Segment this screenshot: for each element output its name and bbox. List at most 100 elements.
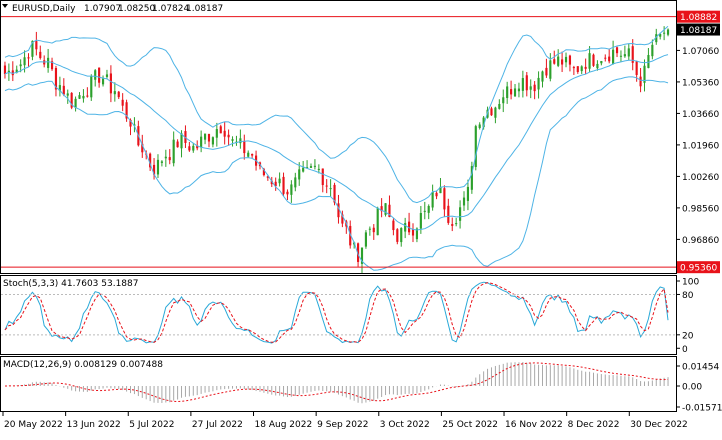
candle-body xyxy=(164,156,167,159)
candle-body xyxy=(447,205,450,223)
candle-body xyxy=(152,164,156,175)
price-axis-label: 1.03660 xyxy=(682,110,719,120)
candle-body xyxy=(176,141,179,148)
candle-body xyxy=(619,55,623,57)
price-panel[interactable] xyxy=(0,0,677,274)
candle-body xyxy=(388,204,391,218)
ohlc-open: 1.07907 xyxy=(84,4,121,14)
candle-body xyxy=(529,86,532,90)
candle-body xyxy=(66,93,69,96)
candle-body xyxy=(270,180,273,185)
candle-body xyxy=(553,59,556,64)
macd-panel[interactable] xyxy=(0,356,677,412)
candle-body xyxy=(223,130,226,137)
candle-body xyxy=(227,134,230,138)
candle-body xyxy=(317,168,320,170)
candle-body xyxy=(309,166,313,168)
candle-body xyxy=(105,74,109,77)
candle-body xyxy=(510,89,513,95)
time-axis-label: 16 Nov 2022 xyxy=(505,420,563,430)
candle-body xyxy=(396,229,399,242)
stoch-axis-label: 80 xyxy=(682,291,694,301)
candle-body xyxy=(357,243,360,262)
candle-body xyxy=(172,139,175,164)
candle-body xyxy=(659,34,662,37)
dropdown-triangle-icon[interactable] xyxy=(2,4,8,8)
candle-body xyxy=(113,91,116,95)
candle-body xyxy=(474,126,477,167)
candle-body xyxy=(200,136,203,148)
candle-body xyxy=(525,75,528,91)
stochastic-lines xyxy=(4,281,669,344)
candle-body xyxy=(439,186,442,194)
candle-body xyxy=(156,159,160,175)
candle-body xyxy=(541,71,544,82)
candle-body xyxy=(15,69,18,73)
candle-body xyxy=(533,84,536,92)
candle-body xyxy=(435,192,438,197)
candle-body xyxy=(196,145,199,149)
candle-body xyxy=(121,99,124,106)
price-axis-label: 1.01960 xyxy=(682,141,719,151)
macd-axis-label: 0.00 xyxy=(682,383,702,393)
stoch-main-line xyxy=(4,281,669,344)
level-tag-label: 0.95360 xyxy=(680,264,717,274)
candle-body xyxy=(50,61,54,70)
horizontal-levels: 1.08882 0.95360 1.08187 xyxy=(1,10,720,274)
candle-body xyxy=(215,129,218,138)
candle-body xyxy=(631,46,634,63)
candle-body xyxy=(294,177,297,188)
candle-body xyxy=(325,185,328,187)
bollinger-bands xyxy=(4,25,669,271)
time-axis-label: 3 Oct 2022 xyxy=(380,420,430,430)
chart-header: EURUSD,Daily 1.07907 1.08250 1.07824 1.0… xyxy=(2,4,223,14)
time-axis: 20 May 2022 13 Jun 2022 5 Jul 2022 27 Jul 2… xyxy=(2,412,688,430)
candle-body xyxy=(278,178,281,184)
candle-body xyxy=(506,86,509,99)
candle-body xyxy=(392,220,395,231)
candle-body xyxy=(615,47,619,54)
candle-body xyxy=(584,66,587,69)
candle-body xyxy=(459,207,462,221)
candle-body xyxy=(451,224,454,226)
candle-body xyxy=(564,56,568,63)
candle-body xyxy=(117,91,120,98)
candle-body xyxy=(7,70,10,73)
candle-body xyxy=(666,29,670,35)
candle-body xyxy=(517,88,521,92)
candle-body xyxy=(580,66,583,72)
time-axis-label: 27 Jul 2022 xyxy=(192,420,243,430)
candle-body xyxy=(427,205,430,213)
candle-body xyxy=(545,67,548,76)
candle-body xyxy=(290,184,293,195)
candle-body xyxy=(400,228,403,243)
price-axis-label: 1.07060 xyxy=(682,47,719,57)
candle-body xyxy=(455,223,458,225)
candle-body xyxy=(141,143,144,153)
level-tag xyxy=(677,10,720,23)
candle-body xyxy=(329,188,332,190)
candle-body xyxy=(58,85,61,91)
candle-body xyxy=(180,133,183,149)
candle-body xyxy=(635,61,638,75)
candle-body xyxy=(419,213,422,229)
candle-body xyxy=(639,76,642,87)
candle-body xyxy=(462,197,466,206)
price-axis-label: 0.96860 xyxy=(682,236,719,246)
price-axis-label: 1.05360 xyxy=(682,78,719,88)
candle-body xyxy=(125,102,128,119)
candle-body xyxy=(470,166,473,190)
candle-body xyxy=(557,56,560,66)
candle-body xyxy=(54,68,58,90)
candle-body xyxy=(364,232,368,247)
time-axis-label: 25 Oct 2022 xyxy=(442,420,498,430)
level-tag-label: 1.08882 xyxy=(680,13,717,23)
macd-title: MACD(12,26,9) 0.008129 0.007488 xyxy=(3,360,163,370)
time-axis-label: 20 May 2022 xyxy=(4,420,63,430)
macd-axis-label: 0.01454 xyxy=(682,363,719,373)
candle-body xyxy=(74,98,77,108)
candle-body xyxy=(372,227,375,233)
ohlc-high: 1.08250 xyxy=(118,4,155,14)
